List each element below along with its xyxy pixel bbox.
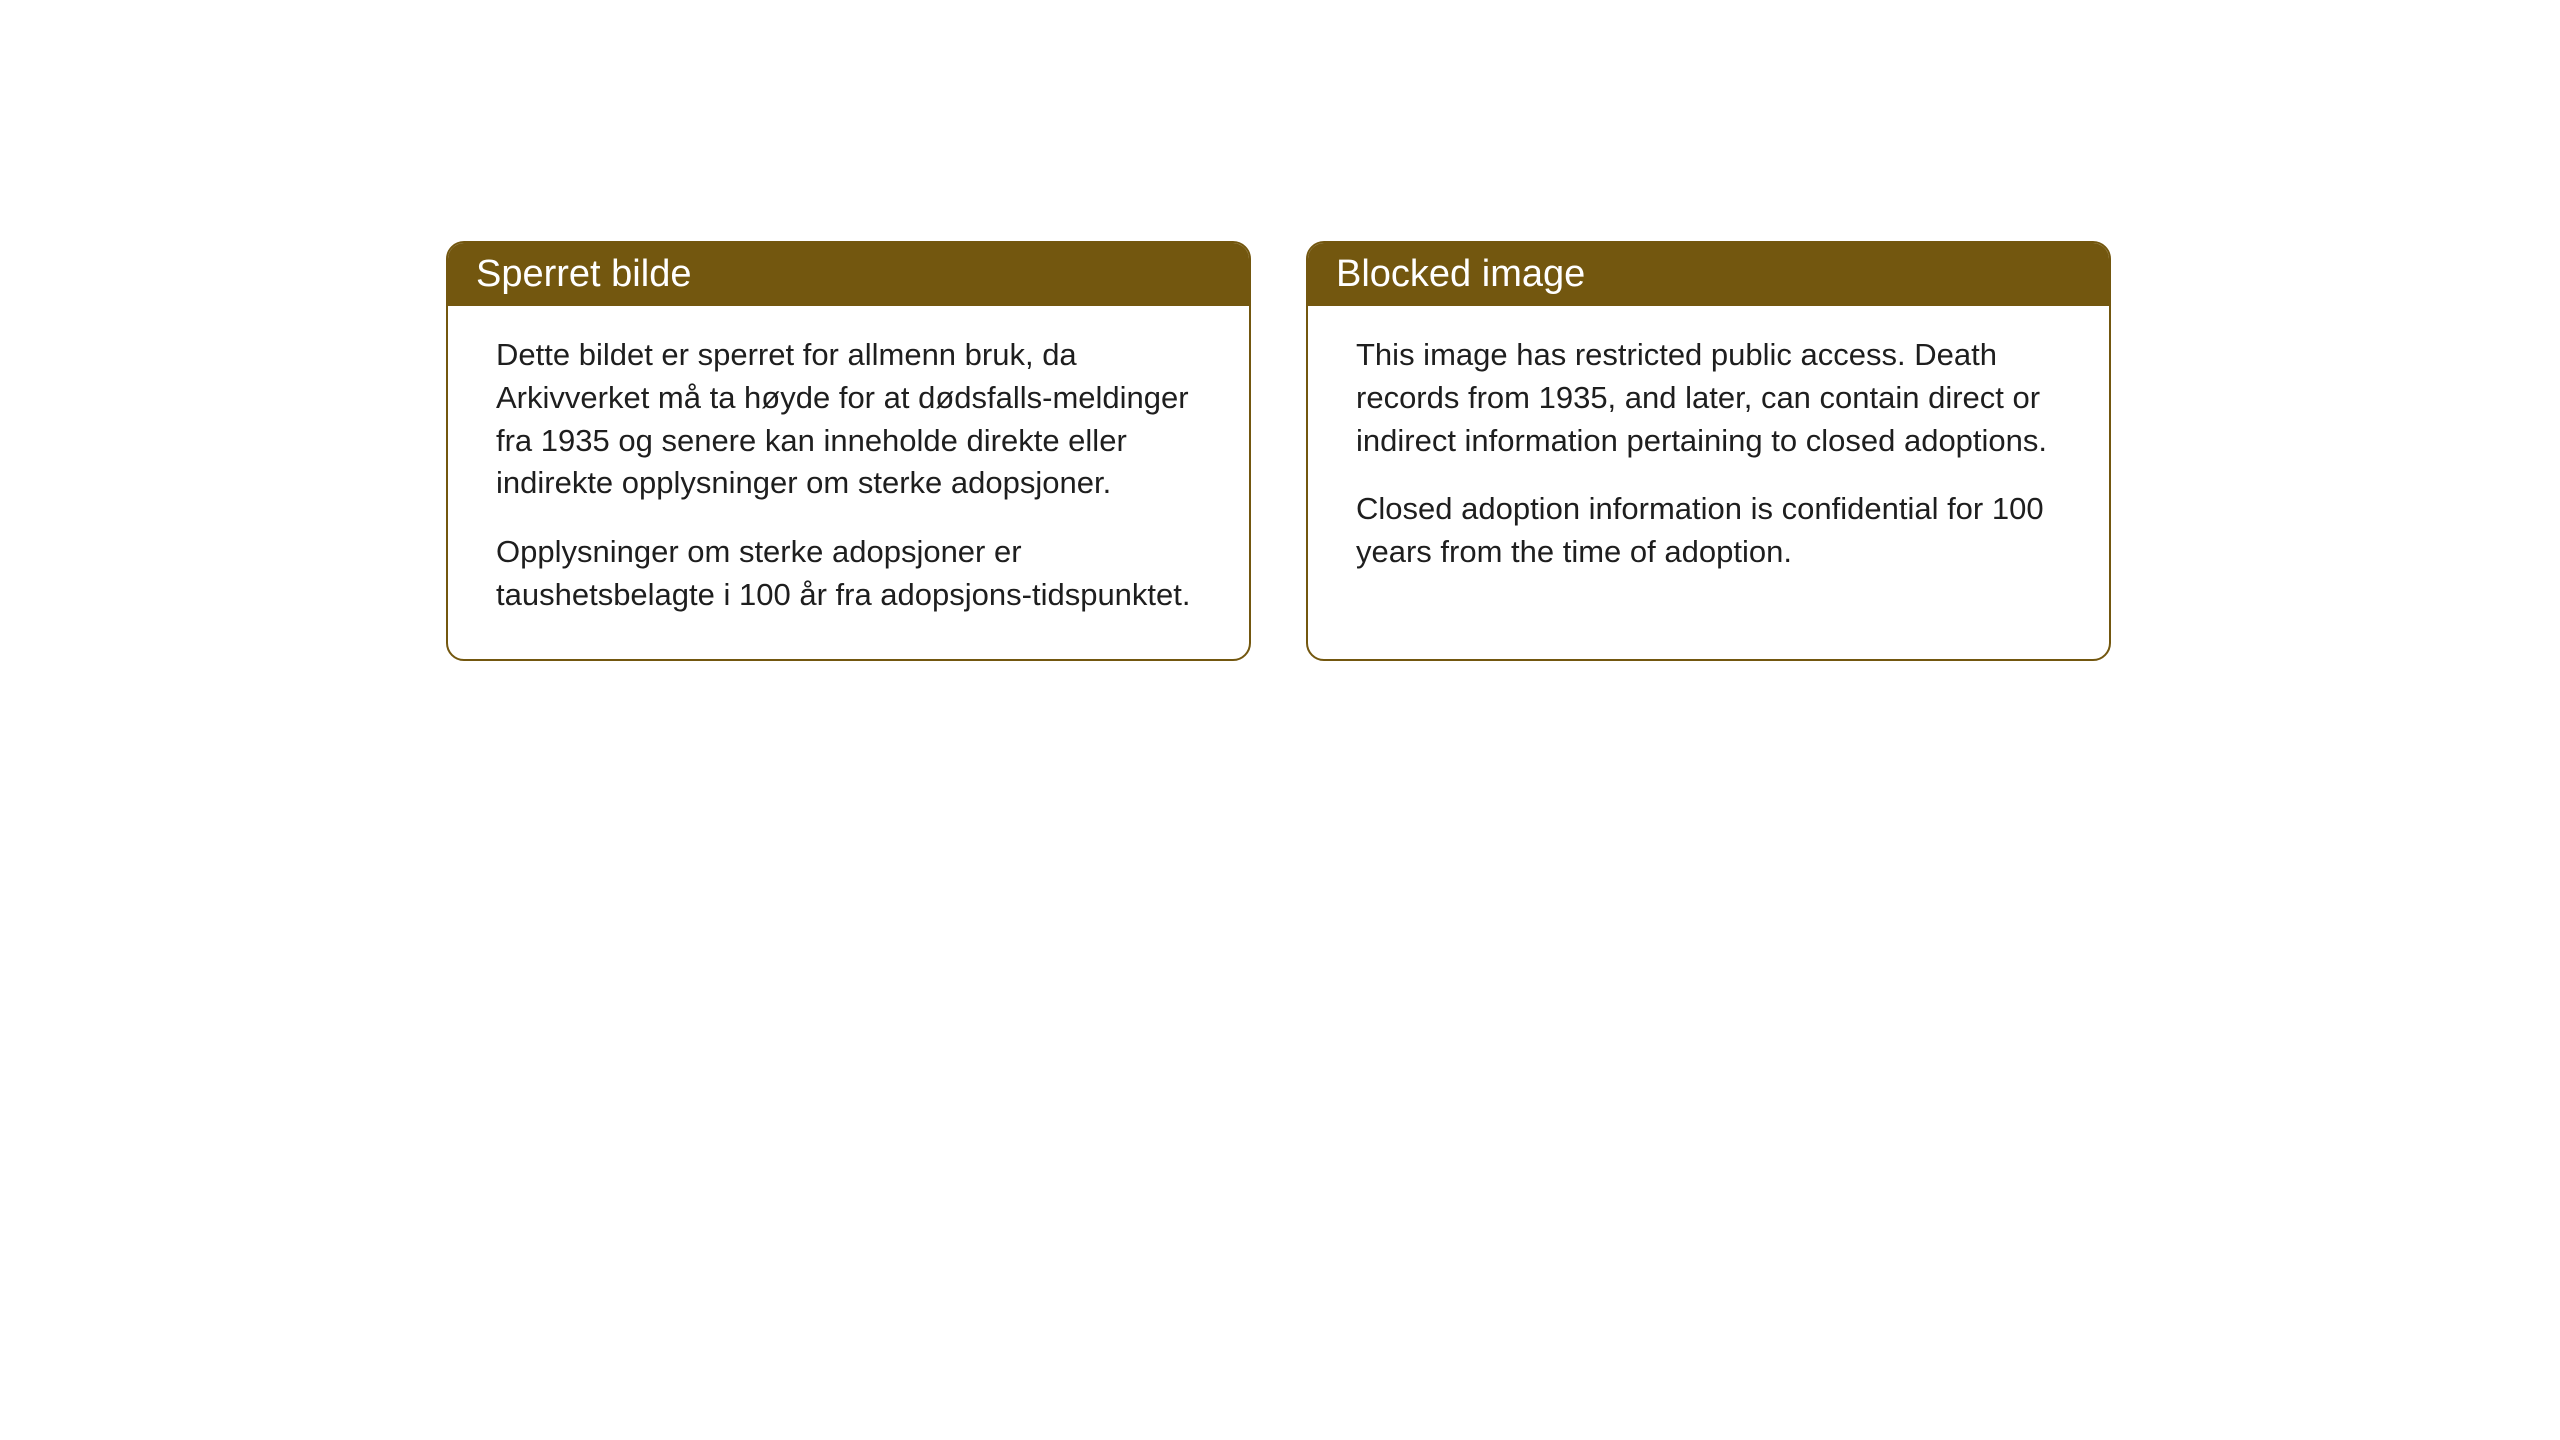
notice-title: Blocked image: [1336, 253, 1585, 295]
notice-card-norwegian: Sperret bilde Dette bildet er sperret fo…: [446, 241, 1251, 661]
notice-card-header: Blocked image: [1308, 243, 2109, 306]
notice-card-header: Sperret bilde: [448, 243, 1249, 306]
notice-paragraph: Dette bildet er sperret for allmenn bruk…: [496, 334, 1201, 505]
notice-card-english: Blocked image This image has restricted …: [1306, 241, 2111, 661]
notice-paragraph: Closed adoption information is confident…: [1356, 488, 2061, 574]
notice-card-body: This image has restricted public access.…: [1308, 306, 2109, 616]
notice-paragraph: Opplysninger om sterke adopsjoner er tau…: [496, 531, 1201, 617]
notice-title: Sperret bilde: [476, 253, 691, 295]
notice-container: Sperret bilde Dette bildet er sperret fo…: [446, 241, 2111, 661]
notice-paragraph: This image has restricted public access.…: [1356, 334, 2061, 462]
notice-card-body: Dette bildet er sperret for allmenn bruk…: [448, 306, 1249, 659]
